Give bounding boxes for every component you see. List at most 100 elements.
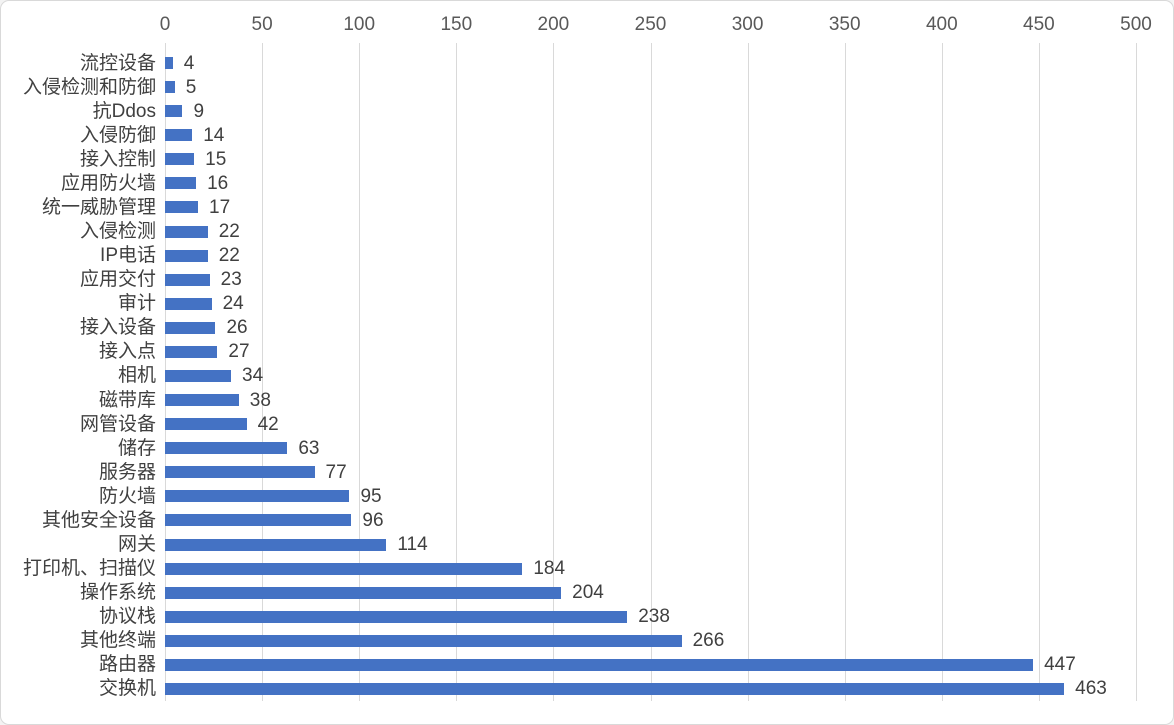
- gridline: [359, 43, 361, 701]
- bar: [165, 418, 247, 431]
- bar: [165, 394, 239, 407]
- bar: [165, 105, 183, 118]
- gridline: [844, 43, 846, 701]
- bar-row: 34: [165, 364, 1173, 388]
- value-label: 16: [207, 172, 229, 194]
- bar: [165, 562, 523, 575]
- value-label: 42: [257, 413, 279, 435]
- gridline: [650, 43, 652, 701]
- category-label: 协议栈: [98, 606, 156, 628]
- category-label: 服务器: [98, 461, 156, 483]
- bar: [165, 466, 315, 479]
- bar-row: 22: [165, 244, 1173, 268]
- bar-row: 5: [165, 75, 1173, 99]
- gridline: [553, 43, 555, 701]
- value-label: 4: [183, 52, 195, 74]
- value-label: 23: [220, 269, 242, 291]
- bar-row: 16: [165, 171, 1173, 195]
- x-axis-tick-label: 450: [1023, 14, 1055, 35]
- x-axis-tick-label: 50: [251, 14, 273, 35]
- category-label: 接入点: [98, 341, 156, 363]
- bar-row: 114: [165, 532, 1173, 556]
- category-label: 磁带库: [98, 389, 156, 411]
- value-label: 238: [638, 606, 670, 628]
- value-label: 38: [249, 389, 271, 411]
- category-label: 操作系统: [79, 582, 156, 604]
- bar-row: 447: [165, 653, 1173, 677]
- x-axis-tick-label: 150: [440, 14, 473, 35]
- bar: [165, 321, 216, 334]
- category-label: 流控设备: [79, 52, 156, 74]
- bar: [165, 153, 195, 166]
- value-label: 14: [203, 124, 225, 146]
- bar: [165, 514, 352, 527]
- bar: [165, 369, 232, 382]
- value-label: 9: [193, 100, 205, 122]
- value-label: 22: [218, 221, 240, 243]
- bar: [165, 610, 628, 623]
- value-label: 22: [218, 245, 240, 267]
- bar-row: 42: [165, 412, 1173, 436]
- category-label: IP电话: [100, 245, 156, 267]
- value-label: 24: [222, 293, 244, 315]
- value-label: 63: [298, 437, 320, 459]
- category-label: 网管设备: [79, 413, 156, 435]
- bar: [165, 538, 387, 551]
- bar-row: 238: [165, 605, 1173, 629]
- category-label: 打印机、扫描仪: [22, 558, 156, 580]
- category-label: 网关: [117, 534, 156, 555]
- x-axis-tick-label: 100: [343, 14, 376, 35]
- value-label: 204: [572, 582, 604, 604]
- category-label: 防火墙: [98, 485, 156, 507]
- value-label: 15: [205, 148, 227, 170]
- x-axis-tick-label: 300: [731, 14, 764, 35]
- value-label: 463: [1075, 678, 1107, 700]
- gridline: [1136, 43, 1137, 701]
- bar-row: 204: [165, 581, 1173, 605]
- bar: [165, 345, 218, 358]
- bar-row: 463: [165, 677, 1173, 701]
- bar-row: 23: [165, 268, 1173, 292]
- x-axis-tick-label: 0: [159, 14, 171, 35]
- bar: [165, 490, 350, 503]
- bar: [165, 586, 562, 599]
- value-label: 17: [209, 196, 231, 218]
- bar: [165, 225, 208, 238]
- bar: [165, 129, 193, 142]
- gridline: [747, 43, 749, 701]
- category-label: 交换机: [98, 678, 156, 700]
- bar: [165, 658, 1034, 671]
- value-label: 114: [397, 534, 428, 555]
- bar: [165, 249, 208, 262]
- category-label: 抗Ddos: [92, 100, 156, 122]
- category-label: 应用防火墙: [60, 172, 156, 194]
- category-label: 其他安全设备: [41, 509, 156, 531]
- value-label: 184: [533, 558, 566, 580]
- value-label: 27: [228, 341, 250, 363]
- gridline: [456, 43, 458, 701]
- bar-row: 27: [165, 340, 1173, 364]
- category-label: 储存: [117, 437, 156, 459]
- category-label: 接入控制: [79, 148, 156, 170]
- bar: [165, 273, 210, 286]
- bar-row: 17: [165, 195, 1173, 219]
- category-label: 入侵防御: [79, 124, 156, 146]
- gridline: [1038, 43, 1040, 701]
- bar: [165, 682, 1065, 695]
- bar-row: 266: [165, 629, 1173, 653]
- category-label: 审计: [117, 293, 156, 315]
- bar-row: 95: [165, 484, 1173, 508]
- bar-row: 4: [165, 51, 1173, 75]
- bar-row: 96: [165, 508, 1173, 532]
- gridline: [262, 43, 264, 701]
- x-axis-tick-label: 200: [537, 14, 570, 35]
- value-label: 77: [325, 461, 347, 483]
- value-label: 34: [242, 365, 264, 387]
- bar-row: 24: [165, 292, 1173, 316]
- value-label: 447: [1044, 654, 1076, 676]
- bar-row: 26: [165, 316, 1173, 340]
- bar: [165, 57, 173, 70]
- category-label: 其他终端: [79, 630, 156, 652]
- category-label: 入侵检测和防御: [22, 76, 156, 98]
